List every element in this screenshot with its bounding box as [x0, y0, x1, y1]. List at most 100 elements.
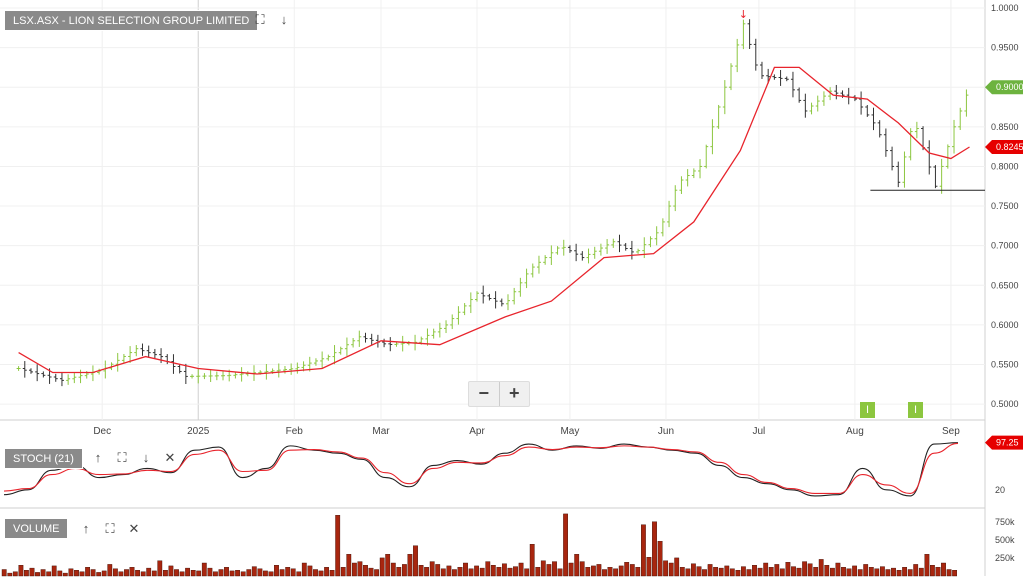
volume-bar	[74, 570, 79, 577]
volume-bar	[418, 565, 424, 577]
volume-y-tick-label: 750k	[995, 517, 1015, 527]
close-icon[interactable]: ✕	[164, 450, 176, 465]
volume-bar	[357, 561, 363, 577]
volume-bar	[385, 554, 391, 577]
move-down-icon[interactable]: ↓	[280, 12, 288, 27]
volume-bar	[529, 544, 535, 577]
volume-bar	[702, 569, 707, 577]
volume-bar	[752, 565, 757, 577]
volume-bar	[880, 566, 885, 577]
volume-bar	[196, 570, 202, 577]
volume-bar	[35, 572, 40, 577]
current-price-tag: 0.9000	[996, 82, 1024, 92]
price-panel-label: LSX.ASX - LION SELECTION GROUP LIMITED	[4, 10, 259, 31]
volume-bar	[930, 565, 935, 577]
volume-bar	[629, 564, 635, 577]
volume-bar	[29, 567, 35, 577]
volume-bar	[830, 567, 835, 577]
move-up-icon[interactable]: ↑	[94, 450, 102, 465]
volume-bar	[263, 570, 268, 577]
volume-bar	[713, 567, 719, 577]
volume-bar	[407, 554, 413, 577]
volume-bar	[363, 565, 368, 577]
volume-bar	[207, 567, 213, 577]
zoom-in-button[interactable]: +	[508, 383, 520, 403]
volume-bar	[813, 567, 819, 577]
expand-icon[interactable]: ⛶	[105, 521, 115, 536]
volume-bar	[490, 565, 496, 577]
peak-arrow-icon: ↓	[739, 8, 748, 21]
y-tick-label: 0.6500	[991, 280, 1019, 290]
stoch-panel	[3, 442, 959, 497]
volume-bar	[424, 567, 429, 577]
volume-bar	[135, 570, 140, 577]
expand-icon[interactable]: ⛶	[255, 12, 265, 27]
axes: Dec 2025 Feb Mar Apr May Jun Jul Aug Sep 1.0000 0.9…	[93, 3, 1023, 563]
expand-icon[interactable]: ⛶	[117, 450, 127, 465]
y-tick-label: 0.5000	[991, 399, 1019, 409]
volume-bar	[924, 554, 930, 577]
x-tick-label: Sep	[942, 426, 960, 437]
volume-bar	[518, 562, 524, 577]
volume-bar	[796, 567, 802, 577]
volume-bar	[835, 562, 841, 577]
volume-bar	[151, 570, 157, 577]
move-up-icon[interactable]: ↑	[82, 521, 90, 536]
zoom-out-button[interactable]: −	[469, 382, 500, 406]
volume-bar	[107, 564, 113, 577]
volume-bar	[602, 569, 607, 577]
volume-bar	[168, 565, 174, 577]
volume-bar	[507, 567, 513, 577]
x-tick-label: Apr	[469, 426, 485, 437]
x-tick-label: Jun	[658, 426, 674, 437]
volume-bar	[591, 565, 596, 577]
stoch-k-line	[3, 442, 959, 497]
close-icon[interactable]: ✕	[128, 521, 140, 536]
volume-bar	[257, 568, 263, 577]
volume-bar	[218, 569, 224, 577]
volume-bar	[668, 562, 674, 577]
volume-bar	[440, 568, 446, 577]
volume-bar	[90, 569, 96, 577]
volume-bar	[579, 561, 585, 577]
volume-bar	[413, 545, 418, 577]
volume-bar	[101, 570, 107, 577]
event-marker[interactable]: I	[860, 402, 875, 418]
volume-bar	[246, 569, 252, 577]
move-down-icon[interactable]: ↓	[142, 450, 150, 465]
volume-bar	[129, 567, 135, 577]
volume-bar	[313, 569, 318, 577]
y-tick-label: 1.0000	[991, 3, 1019, 13]
volume-bar	[301, 562, 307, 577]
volume-bar	[535, 567, 541, 577]
volume-bar	[863, 564, 869, 577]
volume-bar	[896, 570, 902, 577]
volume-bar	[596, 564, 602, 577]
stoch-value-tag: 97.25	[996, 438, 1019, 448]
volume-bar	[396, 567, 402, 577]
volume-bar	[868, 567, 874, 577]
volume-bar	[696, 566, 702, 577]
x-tick-label: Aug	[846, 426, 864, 437]
volume-bar	[557, 568, 563, 577]
event-marker[interactable]: I	[908, 402, 923, 418]
volume-bar	[185, 567, 190, 577]
volume-bar	[707, 564, 713, 577]
volume-bar	[18, 565, 24, 577]
y-tick-label: 0.7500	[991, 201, 1019, 211]
volume-bar	[62, 572, 68, 577]
volume-bar	[290, 568, 296, 577]
volume-bar	[685, 568, 691, 577]
volume-bar	[96, 572, 102, 577]
volume-bar	[1, 569, 7, 577]
volume-bar	[741, 566, 746, 577]
volume-bar	[852, 565, 858, 577]
moving-average-tag: 0.8245	[996, 142, 1024, 152]
volume-bar	[46, 571, 52, 577]
volume-bar	[913, 564, 919, 577]
volume-bar	[679, 567, 685, 577]
volume-bar	[279, 569, 285, 577]
volume-bar	[902, 567, 908, 577]
y-tick-label: 0.6000	[991, 320, 1019, 330]
